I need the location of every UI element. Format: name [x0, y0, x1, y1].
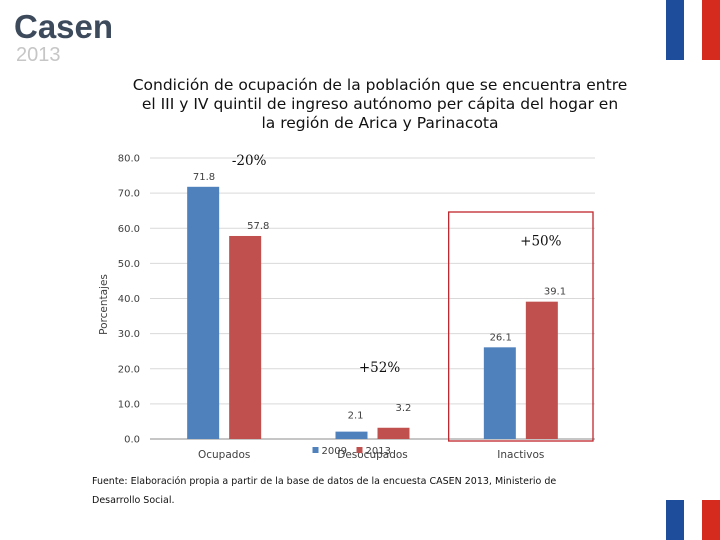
bar-inactivos-2013: [525, 301, 558, 439]
casen-logo-year: 2013: [16, 44, 61, 66]
bar-inactivos-2009: [483, 347, 516, 439]
y-tick-label: 40.0: [118, 294, 140, 305]
y-axis-label: Porcentajes: [98, 274, 110, 335]
chile-flag-stripe-bottom: [666, 500, 720, 540]
bar-desocupados-2013: [377, 427, 410, 439]
bar-desocupados-2009: [335, 431, 368, 439]
x-tick-label: Ocupados: [198, 449, 250, 461]
source-line-1: Fuente: Elaboración propia a partir de l…: [92, 476, 557, 487]
x-tick-label: Inactivos: [497, 449, 544, 461]
annotation-change: +52%: [359, 360, 400, 376]
source-note: Fuente: Elaboración propia a partir de l…: [92, 472, 626, 510]
legend-swatch-2009: [312, 447, 319, 453]
data-label: 57.8: [247, 221, 269, 232]
data-label: 39.1: [544, 287, 566, 298]
annotation-change: -20%: [232, 153, 267, 169]
legend-label: 2009: [322, 446, 347, 457]
y-tick-label: 70.0: [118, 189, 140, 200]
chart-title-line: la región de Arica y Parinacota: [261, 114, 499, 132]
y-tick-label: 30.0: [118, 329, 140, 340]
data-label: 3.2: [396, 403, 412, 414]
data-label: 71.8: [193, 172, 215, 183]
chart-title-line: Condición de ocupación de la población q…: [132, 76, 628, 94]
bar-ocupados-2009: [187, 186, 220, 439]
casen-logo-word: Casen: [14, 8, 114, 45]
y-tick-label: 0.0: [124, 435, 140, 446]
y-tick-label: 50.0: [118, 259, 140, 270]
flag-white-stripe: [684, 500, 702, 540]
chile-flag-stripe-top: [666, 0, 720, 60]
flag-white-stripe: [684, 0, 702, 60]
flag-blue-stripe: [666, 0, 684, 60]
legend-swatch-2013: [356, 447, 363, 453]
x-tick-label: Desocupados: [337, 449, 408, 461]
data-label: 2.1: [348, 411, 364, 422]
flag-blue-stripe: [666, 500, 684, 540]
y-tick-label: 80.0: [118, 154, 140, 165]
source-line-2: Desarrollo Social.: [92, 495, 175, 506]
y-tick-label: 10.0: [118, 399, 140, 410]
flag-red-stripe: [702, 500, 720, 540]
y-tick-label: 20.0: [118, 364, 140, 375]
flag-red-stripe: [702, 0, 720, 60]
y-tick-label: 60.0: [118, 224, 140, 235]
bar-ocupados-2013: [229, 235, 262, 439]
chart-title-line: el III y IV quintil de ingreso autónomo …: [141, 95, 619, 113]
chart-title: Condición de ocupación de la población q…: [80, 76, 680, 133]
annotation-change: +50%: [520, 234, 561, 250]
data-label: 26.1: [490, 332, 512, 343]
legend-label: 2013: [366, 446, 391, 457]
highlight-box: [448, 211, 594, 442]
